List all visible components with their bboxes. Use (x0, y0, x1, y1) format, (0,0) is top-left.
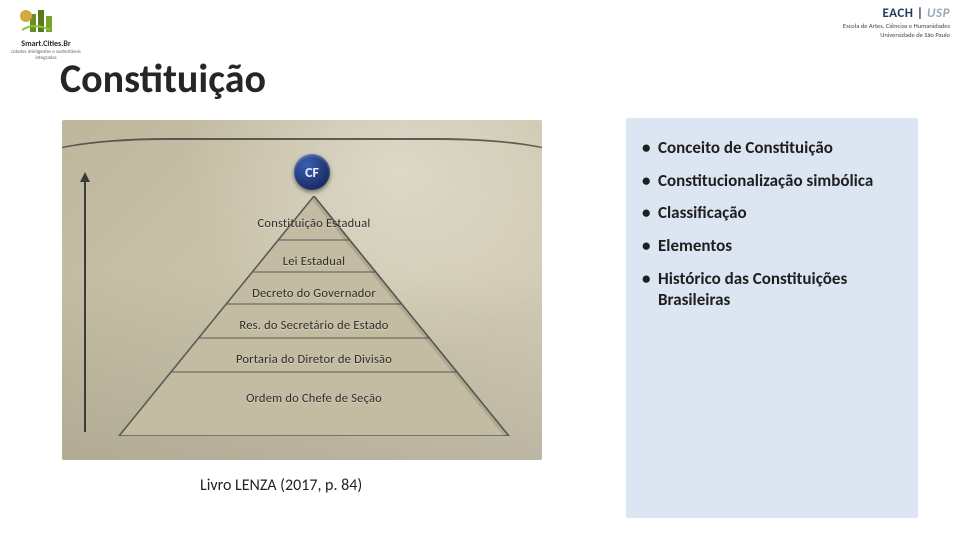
topic-bullets: Conceito de Constituição Constitucionali… (626, 118, 918, 518)
pyr-level-1: Lei Estadual (114, 254, 514, 269)
bullet-item: Histórico das Constituições Brasileiras (636, 263, 900, 316)
smartcities-icon (10, 6, 70, 36)
pyramid-caption: Livro LENZA (2017, p. 84) (200, 476, 362, 495)
logo-right-sub1: Escola de Artes, Ciências e Humanidades (780, 23, 950, 30)
pyr-level-3: Res. do Secretário de Estado (114, 318, 514, 333)
bullet-list: Conceito de Constituição Constitucionali… (636, 132, 900, 316)
logo-left-name: Smart.Cities.Br (10, 39, 82, 49)
logo-right-b: USP (927, 6, 950, 21)
logo-right-divider: | (913, 6, 927, 21)
pyr-level-4: Portaria do Diretor de Divisão (114, 352, 514, 367)
logo-right-a: EACH (882, 6, 913, 21)
pyramid-triangle: Constituição Estadual Lei Estadual Decre… (114, 196, 514, 436)
bullet-item: Conceito de Constituição (636, 132, 900, 165)
bullet-item: Constitucionalização simbólica (636, 165, 900, 198)
pyr-level-2: Decreto do Governador (114, 286, 514, 301)
logo-right-sub2: Universidade de São Paulo (780, 32, 950, 39)
pyramid-panel: CF Constituição Estadual Lei Estadual De… (62, 120, 542, 460)
bullet-item: Elementos (636, 230, 900, 263)
apex-badge: CF (294, 154, 330, 190)
logo-right-name: EACH | USP (780, 6, 950, 21)
apex-label: CF (305, 164, 319, 181)
slide: Smart.Cities.Br cidades inteligentes e s… (0, 0, 960, 540)
hierarchy-arrow-icon (84, 180, 86, 432)
bullet-item: Classificação (636, 197, 900, 230)
pyr-level-5: Ordem do Chefe de Seção (114, 391, 514, 406)
pyr-level-0: Constituição Estadual (114, 216, 514, 231)
logo-smartcities: Smart.Cities.Br cidades inteligentes e s… (10, 6, 82, 61)
page-title: Constituição (60, 54, 266, 103)
logo-each-usp: EACH | USP Escola de Artes, Ciências e H… (780, 6, 950, 40)
